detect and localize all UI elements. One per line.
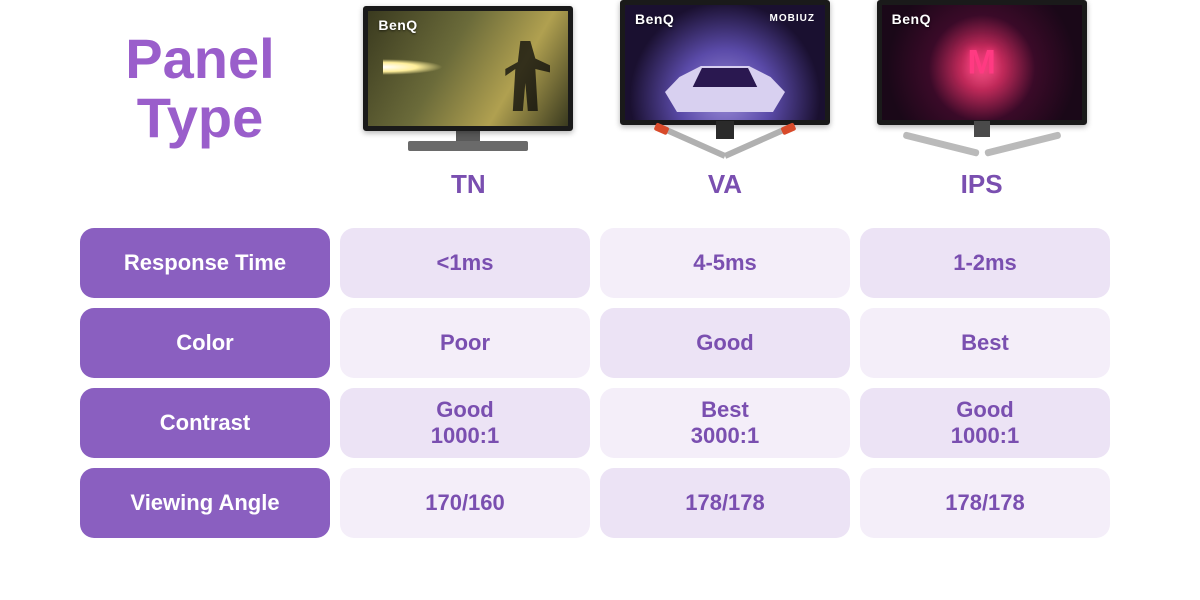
row-label: Viewing Angle (80, 468, 330, 538)
monitor-ips-stand (907, 125, 1057, 159)
table-cell: <1ms (340, 228, 590, 298)
monitor-tn: BenQ TN (353, 6, 583, 200)
brand-logo: BenQ (635, 11, 674, 27)
shooter-icon (500, 41, 550, 111)
table-cell: Good 1000:1 (340, 388, 590, 458)
table-cell: Good (600, 308, 850, 378)
table-row: ContrastGood 1000:1Best 3000:1Good 1000:… (80, 388, 1110, 458)
table-cell: 170/160 (340, 468, 590, 538)
row-label: Response Time (80, 228, 330, 298)
table-cell: Good 1000:1 (860, 388, 1110, 458)
monitor-tn-screen: BenQ (363, 6, 573, 131)
monitor-ips: BenQ M IPS (867, 0, 1097, 200)
monitor-va-stand (655, 125, 795, 159)
table-row: Viewing Angle170/160178/178178/178 (80, 468, 1110, 538)
column-header-va: VA (708, 169, 742, 200)
subbrand-label: MOBIUZ (770, 13, 815, 24)
table-row: ColorPoorGoodBest (80, 308, 1110, 378)
table-cell: Best 3000:1 (600, 388, 850, 458)
monitor-ips-screen: BenQ M (877, 0, 1087, 125)
monitor-row: BenQ TN BenQ MOBIUZ VA BenQ M IPS (340, 10, 1110, 200)
brand-logo: BenQ (892, 11, 931, 27)
monitor-va: BenQ MOBIUZ VA (610, 0, 840, 200)
table-cell: Poor (340, 308, 590, 378)
monitor-tn-stand (433, 131, 503, 159)
row-label: Contrast (80, 388, 330, 458)
page-title: Panel Type (80, 30, 320, 148)
table-cell: 178/178 (860, 468, 1110, 538)
column-header-tn: TN (451, 169, 486, 200)
table-cell: 178/178 (600, 468, 850, 538)
column-header-ips: IPS (961, 169, 1003, 200)
brand-logo: BenQ (378, 17, 417, 33)
table-cell: 1-2ms (860, 228, 1110, 298)
neon-m-icon: M (967, 43, 995, 82)
monitor-va-screen: BenQ MOBIUZ (620, 0, 830, 125)
row-label: Color (80, 308, 330, 378)
table-cell: 4-5ms (600, 228, 850, 298)
table-row: Response Time<1ms4-5ms1-2ms (80, 228, 1110, 298)
muzzle-flash-icon (383, 59, 443, 75)
racecar-icon (665, 62, 785, 112)
table-cell: Best (860, 308, 1110, 378)
comparison-table: Response Time<1ms4-5ms1-2msColorPoorGood… (80, 228, 1110, 548)
